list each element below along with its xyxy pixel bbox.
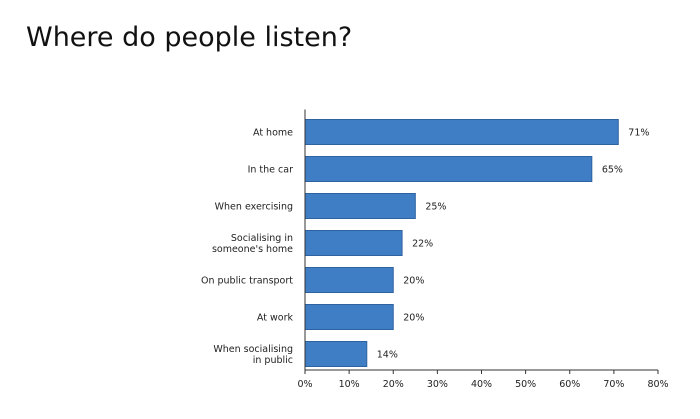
category-label-line: In the car	[248, 165, 293, 176]
x-tick-label-7: 70%	[603, 379, 624, 390]
chart-title: Where do people listen?	[26, 22, 353, 53]
axes-group: 0% 10% 20% 30% 40% 50% 60% 70% 80%	[297, 109, 669, 390]
category-label-line: At work	[257, 313, 294, 324]
category-label-line: When socialising	[213, 344, 293, 355]
bar-3	[304, 230, 403, 256]
bar-1	[304, 156, 593, 182]
value-label-6: 14%	[377, 350, 398, 361]
category-label-5: At work	[257, 313, 294, 324]
bar-2	[304, 193, 416, 219]
x-tick-label-5: 50%	[515, 379, 536, 390]
bars-group	[304, 119, 619, 367]
bar-4	[304, 267, 394, 293]
x-tick-label-2: 20%	[383, 379, 404, 390]
category-label-line: in public	[253, 355, 293, 366]
x-tick-label-4: 40%	[471, 379, 492, 390]
category-label-2: When exercising	[215, 202, 293, 213]
category-label-line: Socialising in	[231, 233, 293, 244]
value-label-0: 71%	[628, 128, 649, 139]
category-label-4: On public transport	[201, 276, 293, 287]
category-label-line: When exercising	[215, 202, 293, 213]
value-label-3: 22%	[412, 239, 433, 250]
value-label-2: 25%	[425, 202, 446, 213]
category-label-3: Socialising in someone's home	[212, 233, 293, 255]
category-label-6: When socialising in public	[213, 344, 293, 366]
category-label-line: On public transport	[201, 276, 293, 287]
value-label-5: 20%	[403, 313, 424, 324]
x-tick-label-6: 60%	[559, 379, 580, 390]
value-labels-group: 71% 65% 25% 22% 20% 20% 14%	[377, 128, 650, 361]
x-tick-label-0: 0%	[297, 379, 312, 390]
bar-5	[304, 304, 394, 330]
category-label-line: someone's home	[212, 244, 293, 255]
value-label-1: 65%	[602, 165, 623, 176]
x-tick-label-3: 30%	[427, 379, 448, 390]
category-label-0: At home	[253, 128, 293, 139]
category-label-1: In the car	[248, 165, 293, 176]
x-tick-label-1: 10%	[339, 379, 360, 390]
category-label-line: At home	[253, 128, 293, 139]
bar-0	[304, 119, 619, 145]
x-tick-label-8: 80%	[647, 379, 668, 390]
value-label-4: 20%	[403, 276, 424, 287]
category-labels-group: At home In the car When exercising Socialis…	[201, 128, 294, 367]
bar-6	[304, 341, 368, 367]
